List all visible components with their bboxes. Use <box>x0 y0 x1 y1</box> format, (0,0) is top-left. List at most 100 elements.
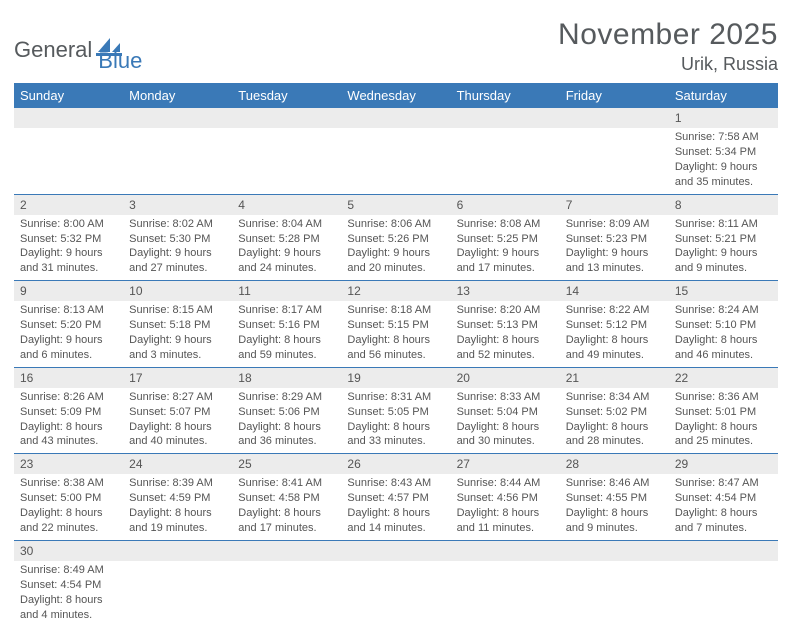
sunset-text: Sunset: 5:07 PM <box>129 405 226 420</box>
day-number: 12 <box>341 281 450 301</box>
calendar-cell: 22Sunrise: 8:36 AMSunset: 5:01 PMDayligh… <box>669 367 778 454</box>
daylight-text: Daylight: 8 hours and 52 minutes. <box>457 333 554 363</box>
calendar-cell <box>232 108 341 194</box>
day-number-bar <box>341 108 450 128</box>
day-number-bar <box>123 541 232 561</box>
day-number-bar <box>451 541 560 561</box>
calendar-cell: 20Sunrise: 8:33 AMSunset: 5:04 PMDayligh… <box>451 367 560 454</box>
day-content: Sunrise: 8:27 AMSunset: 5:07 PMDaylight:… <box>123 388 232 453</box>
daylight-text: Daylight: 8 hours and 56 minutes. <box>347 333 444 363</box>
calendar-cell: 21Sunrise: 8:34 AMSunset: 5:02 PMDayligh… <box>560 367 669 454</box>
sunrise-text: Sunrise: 8:09 AM <box>566 217 663 232</box>
sunset-text: Sunset: 5:26 PM <box>347 232 444 247</box>
weekday-header-row: Sunday Monday Tuesday Wednesday Thursday… <box>14 83 778 108</box>
sunrise-text: Sunrise: 8:44 AM <box>457 476 554 491</box>
calendar-row: 2Sunrise: 8:00 AMSunset: 5:32 PMDaylight… <box>14 194 778 281</box>
daylight-text: Daylight: 8 hours and 36 minutes. <box>238 420 335 450</box>
day-number: 11 <box>232 281 341 301</box>
sunrise-text: Sunrise: 8:06 AM <box>347 217 444 232</box>
page-root: General Blue November 2025 Urik, Russia … <box>0 0 792 626</box>
sunrise-text: Sunrise: 8:20 AM <box>457 303 554 318</box>
day-content: Sunrise: 8:20 AMSunset: 5:13 PMDaylight:… <box>451 301 560 366</box>
sunrise-text: Sunrise: 8:38 AM <box>20 476 117 491</box>
weekday-monday: Monday <box>123 83 232 108</box>
day-content: Sunrise: 8:39 AMSunset: 4:59 PMDaylight:… <box>123 474 232 539</box>
day-content: Sunrise: 8:13 AMSunset: 5:20 PMDaylight:… <box>14 301 123 366</box>
sunrise-text: Sunrise: 7:58 AM <box>675 130 772 145</box>
sunset-text: Sunset: 5:12 PM <box>566 318 663 333</box>
daylight-text: Daylight: 8 hours and 30 minutes. <box>457 420 554 450</box>
daylight-text: Daylight: 9 hours and 20 minutes. <box>347 246 444 276</box>
sunset-text: Sunset: 5:00 PM <box>20 491 117 506</box>
daylight-text: Daylight: 8 hours and 28 minutes. <box>566 420 663 450</box>
calendar-cell <box>341 108 450 194</box>
location-label: Urik, Russia <box>558 54 778 75</box>
day-content: Sunrise: 8:00 AMSunset: 5:32 PMDaylight:… <box>14 215 123 280</box>
calendar-cell: 24Sunrise: 8:39 AMSunset: 4:59 PMDayligh… <box>123 454 232 541</box>
day-number: 10 <box>123 281 232 301</box>
day-content: Sunrise: 8:26 AMSunset: 5:09 PMDaylight:… <box>14 388 123 453</box>
day-number: 14 <box>560 281 669 301</box>
weekday-sunday: Sunday <box>14 83 123 108</box>
calendar-cell: 5Sunrise: 8:06 AMSunset: 5:26 PMDaylight… <box>341 194 450 281</box>
day-number: 17 <box>123 368 232 388</box>
day-content: Sunrise: 8:47 AMSunset: 4:54 PMDaylight:… <box>669 474 778 539</box>
sunrise-text: Sunrise: 8:39 AM <box>129 476 226 491</box>
weekday-friday: Friday <box>560 83 669 108</box>
calendar-cell: 28Sunrise: 8:46 AMSunset: 4:55 PMDayligh… <box>560 454 669 541</box>
day-number-bar <box>560 541 669 561</box>
sunset-text: Sunset: 4:54 PM <box>20 578 117 593</box>
day-content: Sunrise: 7:58 AMSunset: 5:34 PMDaylight:… <box>669 128 778 193</box>
calendar-cell: 9Sunrise: 8:13 AMSunset: 5:20 PMDaylight… <box>14 281 123 368</box>
day-number: 22 <box>669 368 778 388</box>
calendar-cell: 17Sunrise: 8:27 AMSunset: 5:07 PMDayligh… <box>123 367 232 454</box>
sunrise-text: Sunrise: 8:47 AM <box>675 476 772 491</box>
day-number: 3 <box>123 195 232 215</box>
calendar-cell <box>123 108 232 194</box>
sunrise-text: Sunrise: 8:36 AM <box>675 390 772 405</box>
day-content: Sunrise: 8:41 AMSunset: 4:58 PMDaylight:… <box>232 474 341 539</box>
calendar-cell: 27Sunrise: 8:44 AMSunset: 4:56 PMDayligh… <box>451 454 560 541</box>
sunset-text: Sunset: 4:59 PM <box>129 491 226 506</box>
day-content: Sunrise: 8:46 AMSunset: 4:55 PMDaylight:… <box>560 474 669 539</box>
day-content: Sunrise: 8:11 AMSunset: 5:21 PMDaylight:… <box>669 215 778 280</box>
day-number: 29 <box>669 454 778 474</box>
day-number: 16 <box>14 368 123 388</box>
day-number: 24 <box>123 454 232 474</box>
sunset-text: Sunset: 5:18 PM <box>129 318 226 333</box>
calendar-cell <box>341 540 450 626</box>
calendar-cell: 29Sunrise: 8:47 AMSunset: 4:54 PMDayligh… <box>669 454 778 541</box>
day-number: 13 <box>451 281 560 301</box>
weekday-wednesday: Wednesday <box>341 83 450 108</box>
daylight-text: Daylight: 9 hours and 27 minutes. <box>129 246 226 276</box>
daylight-text: Daylight: 8 hours and 59 minutes. <box>238 333 335 363</box>
day-number: 8 <box>669 195 778 215</box>
daylight-text: Daylight: 9 hours and 31 minutes. <box>20 246 117 276</box>
sunrise-text: Sunrise: 8:00 AM <box>20 217 117 232</box>
sunset-text: Sunset: 5:09 PM <box>20 405 117 420</box>
sunrise-text: Sunrise: 8:33 AM <box>457 390 554 405</box>
day-content: Sunrise: 8:06 AMSunset: 5:26 PMDaylight:… <box>341 215 450 280</box>
daylight-text: Daylight: 8 hours and 40 minutes. <box>129 420 226 450</box>
sunrise-text: Sunrise: 8:41 AM <box>238 476 335 491</box>
sunset-text: Sunset: 5:28 PM <box>238 232 335 247</box>
day-number-bar <box>560 108 669 128</box>
calendar-cell: 12Sunrise: 8:18 AMSunset: 5:15 PMDayligh… <box>341 281 450 368</box>
sunset-text: Sunset: 5:30 PM <box>129 232 226 247</box>
sunset-text: Sunset: 4:58 PM <box>238 491 335 506</box>
day-number: 5 <box>341 195 450 215</box>
sunset-text: Sunset: 5:13 PM <box>457 318 554 333</box>
day-content: Sunrise: 8:33 AMSunset: 5:04 PMDaylight:… <box>451 388 560 453</box>
sunrise-text: Sunrise: 8:17 AM <box>238 303 335 318</box>
daylight-text: Daylight: 8 hours and 19 minutes. <box>129 506 226 536</box>
sunset-text: Sunset: 5:04 PM <box>457 405 554 420</box>
day-content: Sunrise: 8:17 AMSunset: 5:16 PMDaylight:… <box>232 301 341 366</box>
sunset-text: Sunset: 5:34 PM <box>675 145 772 160</box>
day-number: 1 <box>669 108 778 128</box>
day-content: Sunrise: 8:43 AMSunset: 4:57 PMDaylight:… <box>341 474 450 539</box>
day-number: 21 <box>560 368 669 388</box>
day-content: Sunrise: 8:34 AMSunset: 5:02 PMDaylight:… <box>560 388 669 453</box>
daylight-text: Daylight: 9 hours and 6 minutes. <box>20 333 117 363</box>
daylight-text: Daylight: 9 hours and 35 minutes. <box>675 160 772 190</box>
sunrise-text: Sunrise: 8:31 AM <box>347 390 444 405</box>
